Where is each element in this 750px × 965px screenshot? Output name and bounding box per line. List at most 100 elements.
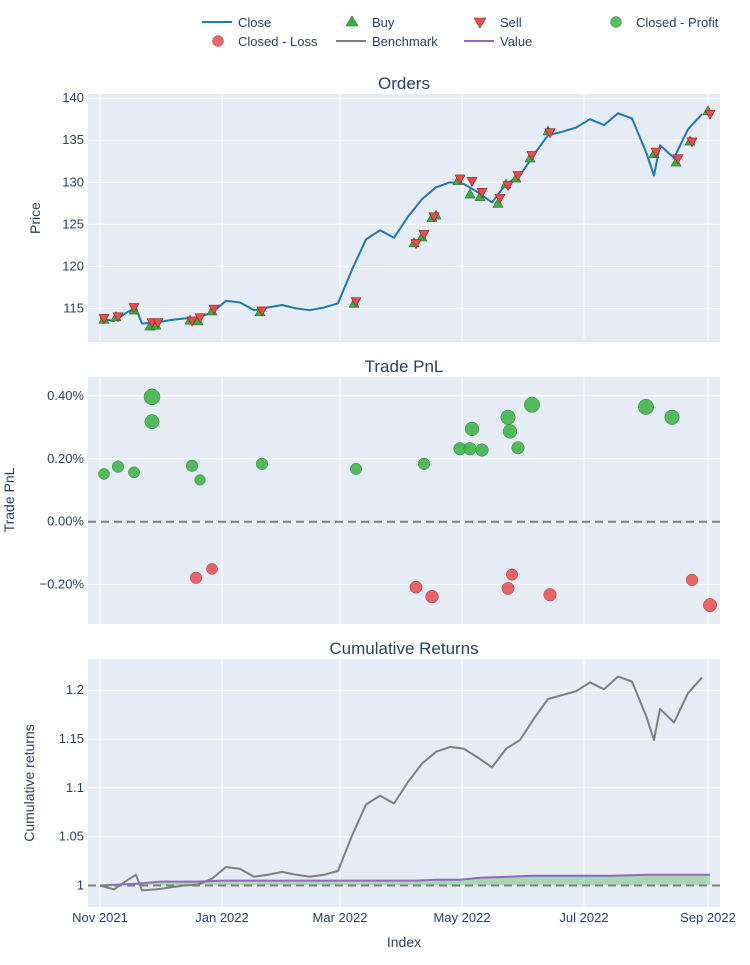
orders-plot-area[interactable] [88,94,720,342]
profit-trade-point[interactable] [638,398,654,415]
profit-trade-point[interactable] [111,460,125,473]
sell-marker[interactable] [650,147,662,158]
y-tick-label: 1 [77,878,84,893]
x-axis-ticks: Nov 2021 Jan 2022 Mar 2022 May 2022 Jul 2022… [72,910,736,925]
y-tick-label: 1.05 [59,829,84,844]
x-tick-label: Jul 2022 [559,910,608,925]
buy-marker[interactable] [464,188,476,199]
profit-trade-point[interactable] [475,443,489,457]
x-axis-label: Index [387,934,421,950]
profit-trade-point[interactable] [464,421,480,437]
loss-trade-point[interactable] [685,573,699,586]
profit-trade-point[interactable] [502,424,518,439]
y-tick-label: 1.2 [66,682,84,697]
panel-title-cumulative-returns: Cumulative Returns [329,639,478,658]
x-tick-label: Nov 2021 [72,910,128,925]
y-tick-label: 115 [63,300,84,315]
sell-marker[interactable] [256,306,268,317]
sell-marker[interactable] [428,212,440,223]
loss-trade-point[interactable] [206,563,218,575]
loss-trade-point[interactable] [409,580,423,594]
profit-trade-point[interactable] [144,414,160,430]
profit-trade-point[interactable] [524,396,540,413]
y-tick-label: 125 [62,216,84,231]
y-tick-label: 130 [62,174,84,189]
sell-marker[interactable] [466,177,478,188]
sell-marker[interactable] [112,312,124,323]
sell-marker[interactable] [350,297,362,308]
trade-pnl-y-ticks: −0.20% 0.00% 0.20% 0.40% [40,388,85,592]
legend-label: Close [238,15,271,30]
legend-item-buy[interactable]: Buy [345,15,395,30]
x-tick-label: May 2022 [433,910,490,925]
profit-trade-point[interactable] [128,466,140,479]
profit-trade-point[interactable] [185,459,199,472]
sell-marker[interactable] [186,316,198,327]
y-tick-label: 1.15 [59,731,84,746]
y-tick-label: 0.20% [47,451,84,466]
y-tick-label: 135 [62,132,84,147]
legend-label: Benchmark [372,34,438,49]
sell-marker[interactable] [512,171,524,182]
profit-trade-point[interactable] [463,442,477,456]
sell-marker[interactable] [502,181,514,192]
profit-trade-point[interactable] [417,457,431,470]
legend-item-closed-loss[interactable]: Closed - Loss [212,34,318,49]
sell-marker[interactable] [672,154,684,165]
x-tick-label: Mar 2022 [313,910,368,925]
profit-trade-point[interactable] [255,457,269,470]
profit-trade-point[interactable] [350,462,362,475]
legend-item-close[interactable]: Close [202,15,271,30]
cumulative-returns-y-axis-label: Cumulative returns [21,724,37,842]
sell-marker[interactable] [526,151,538,161]
loss-trade-point[interactable] [703,598,717,613]
sell-marker[interactable] [476,188,488,198]
x-tick-label: Jan 2022 [195,910,249,925]
sell-marker[interactable] [152,318,164,329]
orders-marker-layer [98,105,716,331]
y-tick-label: −0.20% [40,577,85,592]
sell-marker[interactable] [208,304,220,315]
trade-pnl-marker-layer [88,388,720,613]
legend-label: Closed - Profit [636,15,719,30]
y-tick-label: 140 [62,90,84,105]
trade-pnl-plot-area[interactable] [88,377,720,624]
sell-marker[interactable] [418,230,430,241]
sell-marker[interactable] [686,137,698,148]
trade-pnl-y-axis-label: Trade PnL [1,467,17,532]
orders-y-axis-label: Price [27,202,43,234]
loss-trade-point[interactable] [425,589,439,604]
profit-trade-point[interactable] [143,388,161,406]
sell-marker[interactable] [194,313,206,324]
profit-trade-point[interactable] [194,474,206,486]
sell-marker[interactable] [98,314,110,325]
sell-marker[interactable] [544,128,556,139]
loss-trade-point[interactable] [501,582,515,595]
legend-item-value[interactable]: Value [464,34,532,49]
panel-title-orders: Orders [378,74,430,93]
sell-marker[interactable] [494,193,506,204]
loss-trade-point[interactable] [543,588,557,602]
profit-trade-point[interactable] [500,409,516,425]
cumulative-returns-y-ticks: 1 1.05 1.1 1.15 1.2 [59,682,84,892]
profit-trade-point[interactable] [664,409,680,425]
legend-item-sell[interactable]: Sell [473,15,522,30]
cumulative-returns-plot-area[interactable] [88,659,720,907]
loss-trade-point[interactable] [506,568,518,581]
legend-triangle-down-swatch [473,17,487,29]
legend-label: Value [500,34,532,49]
sell-marker[interactable] [704,109,716,120]
orders-y-ticks: 115 120 125 130 135 140 [62,90,84,315]
legend[interactable]: Close Buy Sell Closed - Profit Closed - Loss… [202,15,719,49]
legend-item-benchmark[interactable]: Benchmark [336,34,438,49]
sell-marker[interactable] [454,174,466,185]
y-tick-label: 0.00% [47,514,84,529]
sell-marker[interactable] [410,239,422,250]
legend-item-closed-profit[interactable]: Closed - Profit [610,15,719,30]
profit-trade-point[interactable] [511,441,525,455]
profit-trade-point[interactable] [98,468,110,480]
sell-marker[interactable] [128,303,140,314]
loss-trade-point[interactable] [189,571,203,584]
